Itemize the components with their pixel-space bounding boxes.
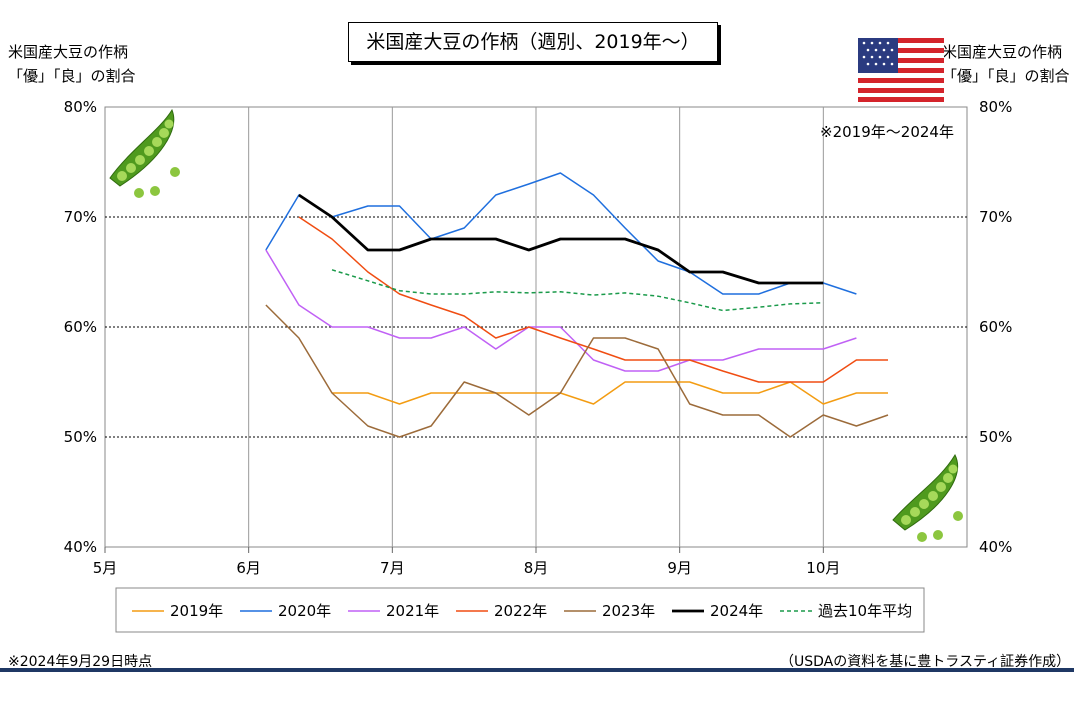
x-tick-label: 10月 (806, 559, 840, 577)
y-tick-label-left: 40% (64, 538, 97, 556)
legend-label: 2019年 (170, 602, 223, 620)
right-axis-title: 米国産大豆の作柄 「優」「良」の割合 (942, 40, 1070, 88)
legend-label: 2021年 (386, 602, 439, 620)
y-tick-label-right: 50% (979, 428, 1012, 446)
y-tick-label-left: 80% (64, 98, 97, 116)
peas-pod-icon (109, 108, 180, 198)
legend-label: 過去10年平均 (818, 602, 912, 620)
chart-title: 米国産大豆の作柄（週別、2019年～） (348, 22, 718, 62)
left-axis-title-line2: 「優」「良」の割合 (8, 67, 136, 85)
y-tick-label-left: 70% (64, 208, 97, 226)
x-tick-label: 7月 (380, 559, 405, 577)
legend-label: 2023年 (602, 602, 655, 620)
chart-axes: 40% 40% 50% 50% 60% 60% 70% 70% 80% 80% 5月 6月 7月 8月 9月… (64, 98, 1013, 577)
legend-label: 2020年 (278, 602, 331, 620)
legend-box (115, 587, 925, 633)
chart-legend: 2019年 2020年 2021年 2022年 2023年 2024年 過去10年平均 (115, 587, 925, 633)
series-line (265, 172, 857, 295)
y-tick-label-right: 40% (979, 538, 1012, 556)
y-tick-label-right: 70% (979, 208, 1012, 226)
footnote-source: （USDAの資料を基に豊トラスティ証券作成） (780, 654, 1071, 670)
legend-label: 2022年 (494, 602, 547, 620)
right-axis-title-line2: 「優」「良」の割合 (942, 67, 1070, 85)
chart-series (265, 172, 889, 438)
series-line (265, 304, 889, 438)
series-line (298, 216, 888, 383)
chart-annotation: ※2019年～2024年 (820, 123, 954, 141)
right-axis-title-line1: 米国産大豆の作柄 (942, 43, 1063, 61)
y-tick-label-left: 50% (64, 428, 97, 446)
series-line (265, 249, 857, 372)
y-tick-label-right: 60% (979, 318, 1012, 336)
peas-pod-icon (892, 453, 963, 542)
footnote-date: ※2024年9月29日時点 (8, 654, 153, 670)
bottom-rule (0, 668, 1074, 672)
legend-label: 2024年 (710, 602, 763, 620)
series-line (331, 269, 824, 312)
x-tick-label: 8月 (524, 559, 549, 577)
left-axis-title-line1: 米国産大豆の作柄 (8, 43, 129, 61)
us-flag-icon (858, 38, 944, 102)
x-tick-label: 9月 (667, 559, 692, 577)
x-tick-label: 5月 (93, 559, 118, 577)
annotation-period: ※2019年～2024年 (820, 123, 954, 141)
left-axis-title: 米国産大豆の作柄 「優」「良」の割合 (8, 40, 136, 88)
series-line (298, 193, 824, 285)
y-tick-label-left: 60% (64, 318, 97, 336)
chart-grid (104, 106, 968, 548)
series-line (332, 381, 888, 405)
x-tick-label: 6月 (236, 559, 261, 577)
y-tick-label-right: 80% (979, 98, 1012, 116)
